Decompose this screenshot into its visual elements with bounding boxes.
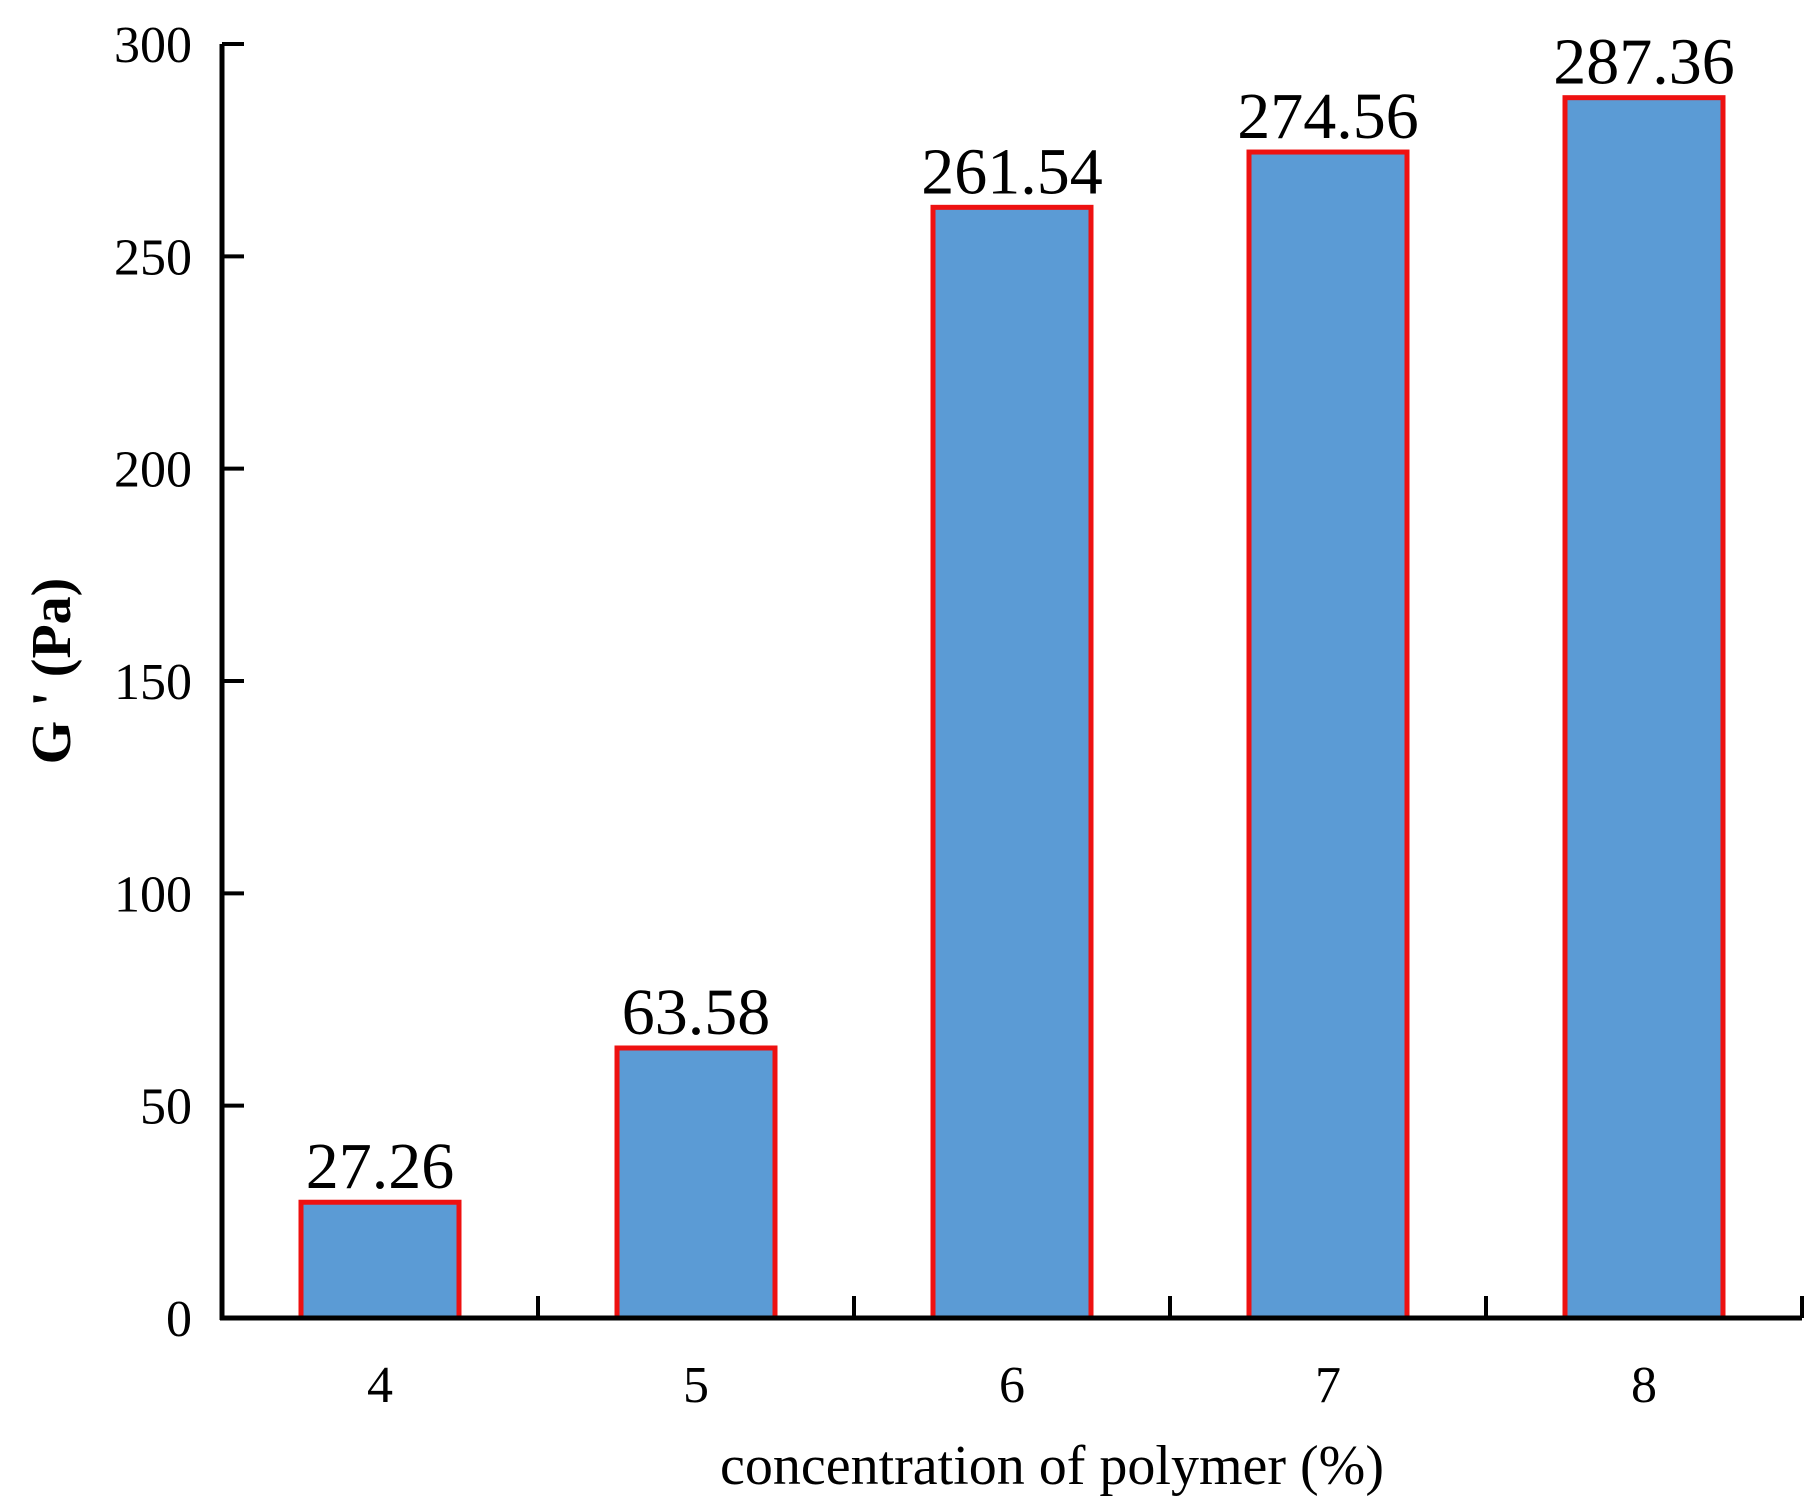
y-axis-ticks: 0 50 100 150 200 250 300	[114, 17, 244, 1348]
x-tick-label: 4	[367, 1357, 393, 1414]
value-labels-group: 27.26 63.58 261.54 274.56 287.36	[306, 26, 1735, 1204]
bar-value-label: 261.54	[921, 135, 1103, 208]
x-axis-title: concentration of polymer (%)	[720, 1435, 1384, 1497]
bar-6	[930, 204, 1094, 1321]
y-tick-label: 200	[114, 442, 192, 499]
bars-group	[298, 95, 1726, 1321]
x-axis-ticks: 4 5 6 7 8	[367, 1296, 1804, 1414]
y-tick-label: 300	[114, 17, 192, 74]
y-tick-label: 100	[114, 866, 192, 923]
bar-7	[1246, 149, 1410, 1321]
x-tick-label: 6	[999, 1357, 1025, 1414]
bar-value-label: 287.36	[1553, 26, 1735, 99]
x-tick-label: 7	[1315, 1357, 1341, 1414]
bar-value-label: 63.58	[622, 976, 771, 1049]
x-tick-label: 5	[683, 1357, 709, 1414]
bar-4	[298, 1199, 462, 1321]
y-tick-label: 150	[114, 654, 192, 711]
y-tick-label: 0	[166, 1291, 192, 1348]
x-tick-label: 8	[1631, 1357, 1657, 1414]
bar-8	[1562, 95, 1726, 1321]
y-axis-title: G ' (Pa)	[21, 578, 83, 765]
bar-value-label: 27.26	[306, 1130, 455, 1203]
bar-value-label: 274.56	[1237, 80, 1419, 153]
y-tick-label: 250	[114, 229, 192, 286]
bar-5	[614, 1045, 778, 1321]
y-tick-label: 50	[140, 1079, 192, 1136]
